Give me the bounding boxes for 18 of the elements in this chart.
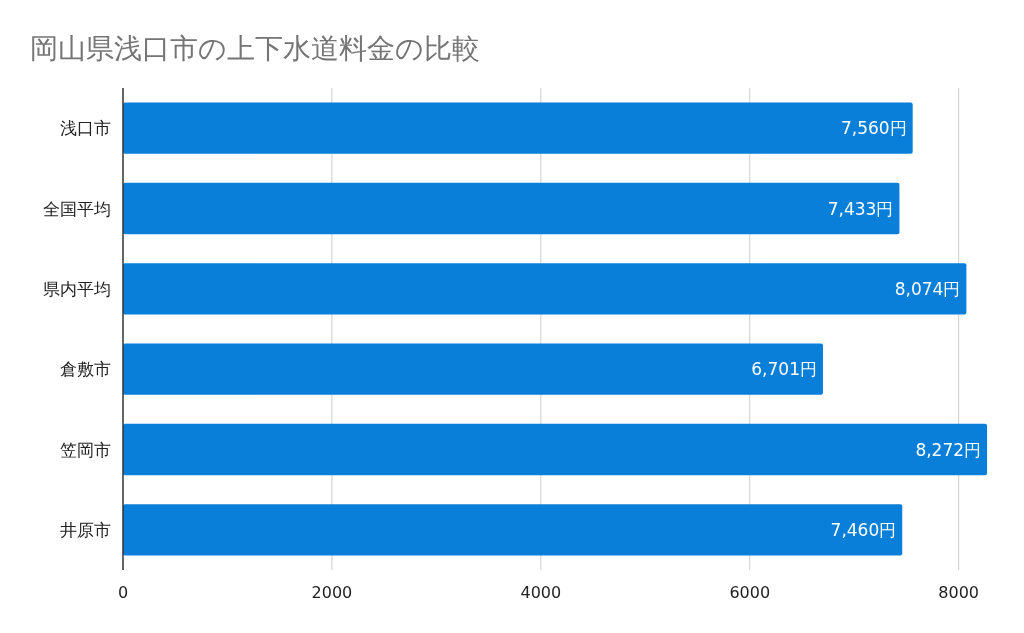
y-tick-label: 笠岡市 xyxy=(60,439,111,460)
y-tick-label: 井原市 xyxy=(60,519,111,540)
x-tick-label: 6000 xyxy=(729,583,771,602)
data-label: 8,074円 xyxy=(894,278,961,299)
x-tick-label: 4000 xyxy=(520,583,562,602)
y-tick-label: 倉敷市 xyxy=(60,359,111,380)
y-tick-label: 全国平均 xyxy=(43,198,111,219)
y-tick-label: 県内平均 xyxy=(43,278,111,299)
y-tick-label: 浅口市 xyxy=(60,118,111,139)
data-label: 8,272円 xyxy=(915,439,982,460)
x-tick-label: 2000 xyxy=(311,583,353,602)
x-tick-label: 8000 xyxy=(938,583,980,602)
x-tick-label: 0 xyxy=(117,583,129,602)
chart-title: 岡山県浅口市の上下水道料金の比較 xyxy=(30,32,480,65)
data-label: 7,433円 xyxy=(827,198,894,219)
data-label: 7,460円 xyxy=(830,519,897,540)
data-label: 6,701円 xyxy=(751,359,817,380)
data-label: 7,560円 xyxy=(841,118,907,139)
